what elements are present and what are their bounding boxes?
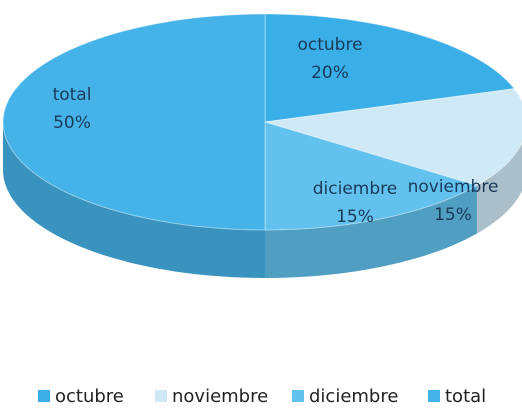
data-label: total 50% [53, 85, 92, 133]
slice [2, 13, 266, 231]
slice [264, 13, 516, 123]
legend-label: total [445, 386, 486, 407]
legend-label: noviembre [172, 386, 268, 407]
data-label-value: 50% [53, 113, 91, 133]
data-label-value: 15% [336, 207, 374, 227]
data-label-name: total [53, 85, 92, 105]
data-label: noviembre 15% [408, 177, 499, 225]
slice-side [265, 185, 477, 278]
legend-swatch [428, 390, 440, 402]
slice [264, 121, 479, 231]
legend-swatch [155, 390, 167, 402]
legend-swatch [292, 390, 304, 402]
slice-side [3, 122, 265, 278]
slice [264, 88, 522, 187]
legend-label: diciembre [309, 386, 398, 407]
legend-label: octubre [55, 386, 124, 407]
data-label: diciembre 15% [313, 179, 397, 227]
data-label-value: 20% [311, 63, 349, 83]
data-label-name: diciembre [313, 179, 397, 199]
legend-swatch [38, 390, 50, 402]
data-label: octubre 20% [297, 35, 362, 83]
data-label-name: octubre [297, 35, 362, 55]
data-label-value: 15% [434, 205, 472, 225]
slice-side [476, 142, 522, 234]
data-label-name: noviembre [408, 177, 499, 197]
